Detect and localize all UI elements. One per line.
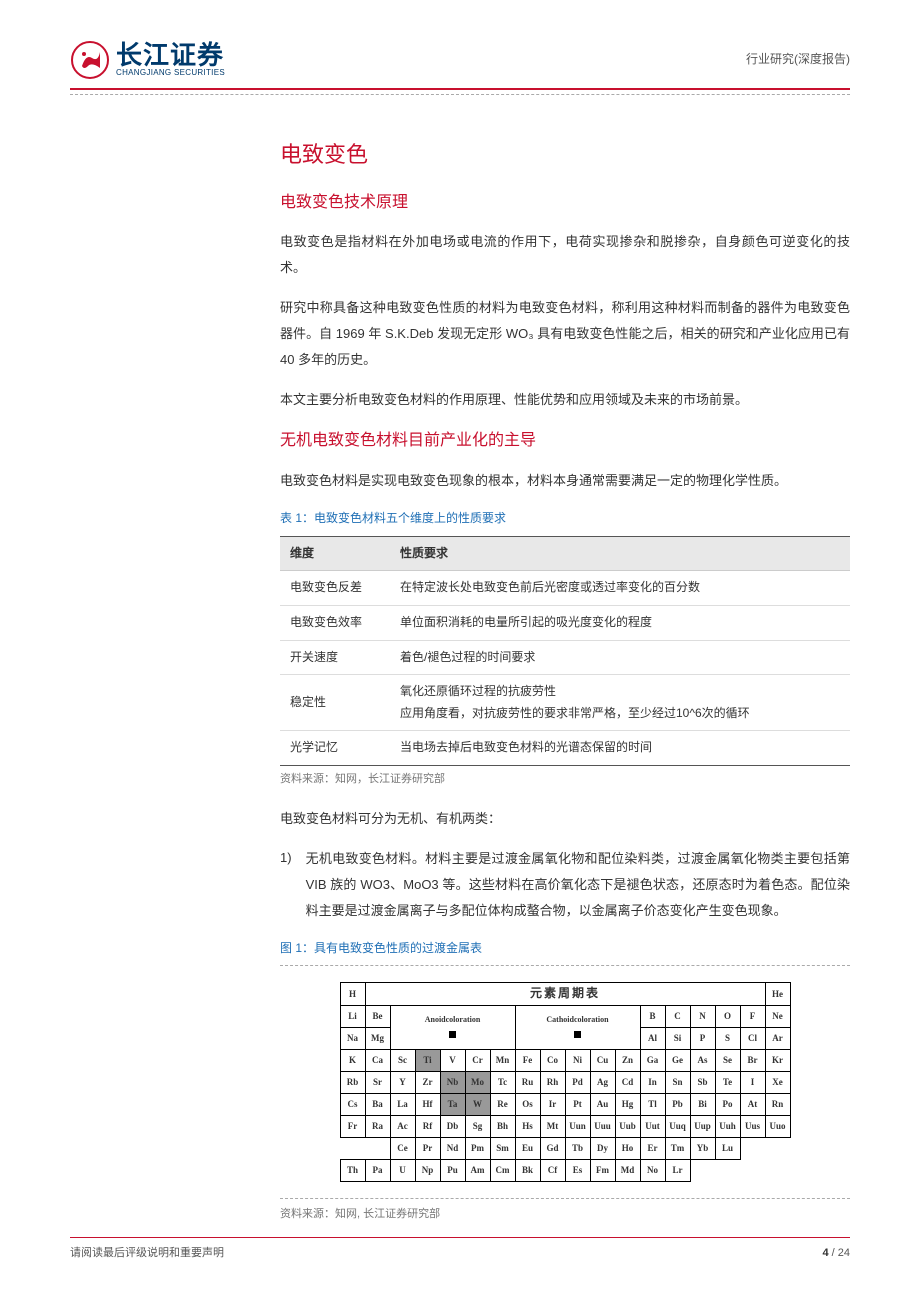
paragraph: 电致变色是指材料在外加电场或电流的作用下，电荷实现掺杂和脱掺杂，自身颜色可逆变化…	[280, 229, 850, 281]
page-footer: 请阅读最后评级说明和重要声明 4 / 24	[70, 1237, 850, 1264]
table-cell: 电致变色效率	[280, 605, 390, 640]
section-title: 电致变色	[280, 135, 850, 175]
table-cell: 开关速度	[280, 640, 390, 675]
figure1-container: H元素周期表HeLiBeAnoidcolorationCathoidcolora…	[280, 965, 850, 1199]
logo: 长江证券 CHANGJIANG SECURITIES	[70, 40, 225, 80]
header-divider	[70, 94, 850, 95]
footer-disclaimer: 请阅读最后评级说明和重要声明	[70, 1244, 224, 1264]
figure1-source: 资料来源：知网, 长江证券研究部	[280, 1205, 850, 1225]
list-text: 无机电致变色材料。材料主要是过渡金属氧化物和配位染料类，过渡金属氧化物类主要包括…	[306, 846, 850, 924]
logo-text-en: CHANGJIANG SECURITIES	[116, 68, 225, 78]
main-content: 电致变色 电致变色技术原理 电致变色是指材料在外加电场或电流的作用下，电荷实现掺…	[280, 135, 850, 1225]
paragraph: 电致变色材料是实现电致变色现象的根本，材料本身通常需要满足一定的物理化学性质。	[280, 468, 850, 494]
table1: 维度 性质要求 电致变色反差在特定波长处电致变色前后光密度或透过率变化的百分数电…	[280, 536, 850, 766]
list-item-1: 1) 无机电致变色材料。材料主要是过渡金属氧化物和配位染料类，过渡金属氧化物类主…	[280, 846, 850, 924]
page-total: 24	[838, 1247, 850, 1259]
logo-icon	[70, 40, 110, 80]
table1-header-c2: 性质要求	[390, 536, 850, 571]
logo-text-cn: 长江证券	[116, 42, 225, 68]
periodic-table: H元素周期表HeLiBeAnoidcolorationCathoidcolora…	[340, 982, 791, 1182]
paragraph: 本文主要分析电致变色材料的作用原理、性能优势和应用领域及未来的市场前景。	[280, 387, 850, 413]
paragraph: 电致变色材料可分为无机、有机两类：	[280, 806, 850, 832]
table-cell: 氧化还原循环过程的抗疲劳性应用角度看，对抗疲劳性的要求非常严格，至少经过10^6…	[390, 675, 850, 731]
figure1-label: 图 1：具有电致变色性质的过渡金属表	[280, 938, 850, 960]
footer-pagination: 4 / 24	[822, 1244, 850, 1264]
table-cell: 光学记忆	[280, 731, 390, 766]
table1-source: 资料来源：知网，长江证券研究部	[280, 770, 850, 790]
table-cell: 在特定波长处电致变色前后光密度或透过率变化的百分数	[390, 571, 850, 606]
table-cell: 着色/褪色过程的时间要求	[390, 640, 850, 675]
subsection2-title: 无机电致变色材料目前产业化的主导	[280, 427, 850, 456]
table-cell: 单位面积消耗的电量所引起的吸光度变化的程度	[390, 605, 850, 640]
page-header: 长江证券 CHANGJIANG SECURITIES 行业研究(深度报告)	[70, 40, 850, 90]
header-category: 行业研究(深度报告)	[746, 49, 850, 71]
table1-header-c1: 维度	[280, 536, 390, 571]
list-number: 1)	[280, 846, 292, 924]
table-cell: 当电场去掉后电致变色材料的光谱态保留的时间	[390, 731, 850, 766]
subsection1-title: 电致变色技术原理	[280, 189, 850, 218]
table1-label: 表 1：电致变色材料五个维度上的性质要求	[280, 508, 850, 530]
paragraph: 研究中称具备这种电致变色性质的材料为电致变色材料，称利用这种材料而制备的器件为电…	[280, 295, 850, 373]
page-current: 4	[822, 1247, 828, 1259]
table-cell: 电致变色反差	[280, 571, 390, 606]
table-cell: 稳定性	[280, 675, 390, 731]
